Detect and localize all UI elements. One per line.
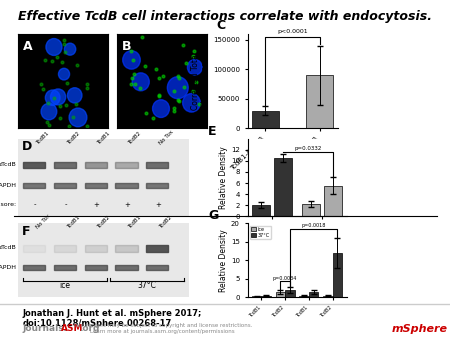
Circle shape — [58, 68, 70, 80]
Text: TcdB1: TcdB1 — [35, 130, 50, 145]
Text: p=0.0034: p=0.0034 — [273, 275, 297, 281]
Text: -: - — [34, 202, 36, 208]
Bar — [252, 205, 270, 216]
Text: TcdB2: TcdB2 — [127, 130, 142, 145]
Text: p<0.0001: p<0.0001 — [277, 29, 308, 33]
Bar — [23, 245, 45, 251]
Bar — [261, 295, 271, 297]
Circle shape — [183, 94, 200, 112]
Text: TcdB1: TcdB1 — [127, 215, 142, 230]
Circle shape — [50, 89, 66, 105]
Bar — [85, 265, 107, 270]
Text: No Tox: No Tox — [35, 213, 51, 230]
Text: p=0.0332: p=0.0332 — [294, 146, 321, 151]
Circle shape — [46, 39, 62, 55]
Text: +: + — [94, 202, 99, 208]
Bar — [146, 245, 168, 251]
Text: TcdB1: TcdB1 — [66, 215, 81, 230]
Bar — [85, 162, 107, 168]
Circle shape — [68, 88, 82, 103]
Bar — [252, 111, 279, 128]
Text: .org: .org — [79, 324, 99, 333]
Circle shape — [41, 103, 57, 120]
Bar — [85, 245, 107, 251]
Text: TcdB2: TcdB2 — [97, 215, 112, 230]
Bar — [276, 292, 285, 297]
Bar — [116, 245, 138, 251]
Text: mSphere: mSphere — [392, 323, 447, 334]
Text: This content may be subject to copyright and license restrictions.
Learn more at: This content may be subject to copyright… — [72, 323, 252, 334]
Bar — [146, 162, 168, 168]
Text: αTcdB: αTcdB — [0, 162, 16, 167]
Bar — [146, 183, 168, 188]
Text: +: + — [125, 202, 130, 208]
Text: C: C — [216, 19, 225, 32]
Text: +: + — [155, 202, 161, 208]
Circle shape — [69, 108, 87, 127]
Text: Jonathan J. Hunt et al. mSphere 2017;: Jonathan J. Hunt et al. mSphere 2017; — [22, 309, 202, 318]
Text: E: E — [208, 125, 216, 138]
Bar — [274, 158, 292, 216]
Bar — [54, 183, 76, 188]
Bar — [285, 290, 295, 297]
Circle shape — [64, 43, 76, 55]
Circle shape — [132, 73, 149, 91]
Text: No Tox: No Tox — [158, 129, 175, 145]
Bar — [306, 75, 333, 128]
Bar — [302, 204, 320, 216]
Text: p=0.0018: p=0.0018 — [302, 223, 326, 228]
Text: Effective TcdB cell interactions correlate with endocytosis.: Effective TcdB cell interactions correla… — [18, 10, 432, 23]
Circle shape — [187, 59, 202, 75]
Text: TcdB2: TcdB2 — [158, 215, 173, 230]
Text: αCAPDH: αCAPDH — [0, 183, 16, 188]
Bar — [54, 245, 76, 251]
Text: D: D — [22, 140, 32, 153]
Bar — [116, 265, 138, 270]
Text: G: G — [208, 209, 218, 222]
Bar — [23, 265, 45, 270]
Circle shape — [167, 77, 188, 99]
Bar — [309, 292, 318, 297]
Text: TcdB2: TcdB2 — [66, 130, 81, 145]
Circle shape — [123, 51, 140, 69]
Text: A: A — [22, 41, 32, 53]
Text: 37°C: 37°C — [138, 281, 157, 290]
Bar — [116, 183, 138, 188]
Text: αTcdB: αTcdB — [0, 245, 16, 250]
Bar — [323, 295, 333, 297]
Text: -: - — [65, 202, 67, 208]
Y-axis label: Relative Density: Relative Density — [219, 229, 228, 292]
Text: ASM: ASM — [61, 324, 83, 333]
Text: B: B — [122, 41, 131, 53]
Bar — [54, 265, 76, 270]
Text: F: F — [22, 224, 30, 238]
Text: ice: ice — [59, 281, 71, 290]
Legend: ice, 37°C: ice, 37°C — [250, 225, 271, 239]
Text: doi:10.1128/mSphere.00268-17: doi:10.1128/mSphere.00268-17 — [22, 319, 172, 329]
Text: Journals.: Journals. — [22, 324, 68, 333]
Bar — [23, 162, 45, 168]
Y-axis label: Relative Density: Relative Density — [219, 146, 228, 209]
Bar — [54, 162, 76, 168]
Bar — [252, 296, 261, 297]
Bar — [85, 183, 107, 188]
Bar — [23, 183, 45, 188]
Y-axis label: Corrected Total
Cell Fluorescence: Corrected Total Cell Fluorescence — [191, 48, 210, 115]
Circle shape — [45, 90, 60, 105]
Bar — [299, 295, 309, 297]
Circle shape — [153, 100, 169, 118]
Text: Dynasore:: Dynasore: — [0, 202, 16, 207]
Bar — [116, 162, 138, 168]
Bar — [146, 265, 168, 270]
Text: αCAPDH: αCAPDH — [0, 265, 16, 270]
Bar — [324, 186, 342, 216]
Text: TcdB1: TcdB1 — [97, 130, 112, 145]
Bar — [333, 253, 342, 297]
